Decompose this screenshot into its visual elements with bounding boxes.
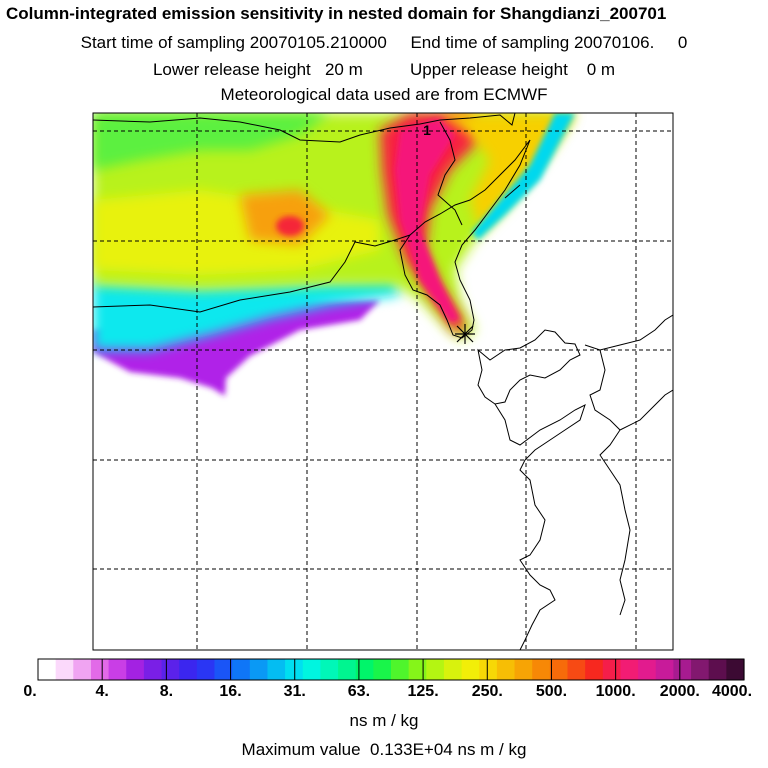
colorbar-cell	[249, 659, 269, 680]
upper-release-label: Upper release height	[409, 60, 568, 79]
colorbar-tick-label: 31.	[283, 683, 306, 700]
max-value-units: ns m / kg	[457, 740, 527, 759]
colorbar-tick-label: 4.	[95, 683, 109, 700]
release-site-marker	[455, 324, 475, 344]
field-green-top	[93, 113, 330, 170]
coast-segment	[504, 184, 521, 199]
coast-south	[494, 403, 586, 650]
field-magenta-core	[395, 118, 460, 322]
border-inner	[437, 121, 463, 226]
sampling-times-line: Start time of sampling 20070105.210000 E…	[0, 33, 768, 53]
colorbar-cell	[585, 659, 604, 680]
colorbar-cells	[38, 659, 745, 680]
sampling-start-value: 20070105.210000	[249, 33, 387, 52]
colorbar-cell	[55, 659, 74, 680]
peninsula-coast	[477, 329, 581, 405]
colorbar-cell	[514, 659, 533, 680]
colorbar-cell	[38, 659, 57, 680]
border-mid	[93, 139, 531, 313]
coastlines	[93, 113, 673, 650]
colorbar-cell	[232, 659, 251, 680]
sampling-end-label: End time of sampling	[410, 33, 570, 52]
colorbar-cell	[161, 659, 180, 680]
colorbar-cell	[73, 659, 92, 680]
colorbar-cell	[179, 659, 198, 680]
max-value-label: Maximum value	[241, 740, 361, 759]
colorbar-cell	[673, 659, 692, 680]
colorbar-tick-label: 500.	[535, 683, 568, 700]
lower-release-label: Lower release height	[152, 60, 311, 79]
colorbar-cell	[108, 659, 127, 680]
colorbar-cell	[479, 659, 498, 680]
lower-release-value: 20 m	[324, 60, 363, 79]
colorbar-cell	[214, 659, 233, 680]
colorbar-cell	[391, 659, 410, 680]
colorbar-cell	[267, 659, 286, 680]
colorbar-cell	[532, 659, 551, 680]
colorbar-units: ns m / kg	[349, 711, 419, 730]
colorbar-cell	[567, 659, 586, 680]
plot-title: Column-integrated emission sensitivity i…	[6, 4, 667, 23]
field-cyan-band	[93, 278, 400, 350]
colorbar-tick-label: 16.	[219, 683, 242, 700]
colorbar-tick-label: 4000.	[711, 683, 753, 700]
colorbar-cell	[90, 659, 110, 680]
colorbar-cell	[726, 659, 745, 680]
colorbar-tick-label: 0.	[23, 683, 37, 700]
coast-east	[619, 389, 673, 431]
colorbar-frame	[37, 658, 745, 681]
colorbar-cell	[655, 659, 674, 680]
colorbar-cell	[638, 659, 657, 680]
colorbar-cell	[549, 659, 569, 680]
field-cyan-edge	[472, 113, 575, 240]
colorbar-cell	[496, 659, 516, 680]
colorbar-cell	[126, 659, 145, 680]
colorbar-tick-label: 1000.	[595, 683, 636, 700]
colorbar-tick-label: 2000.	[659, 683, 700, 700]
colorbar-cell	[373, 659, 392, 680]
colorbar-tick-label: 250.	[471, 683, 503, 700]
colorbar-cell	[602, 659, 622, 680]
marker-label: 1	[423, 122, 431, 138]
colorbar-cell	[285, 659, 304, 680]
colorbar-tick-label: 63.	[347, 683, 371, 700]
bohai-coast	[399, 139, 531, 339]
coast-korea	[589, 349, 631, 616]
colorbar-cell	[196, 659, 216, 680]
field-red-patch	[276, 216, 304, 236]
colorbar-tick-label: 8.	[159, 683, 174, 700]
colorbar-cell	[426, 659, 445, 680]
release-height-line: Lower release height 20 m Upper release …	[0, 60, 768, 80]
sampling-end-value: 20070106. 0	[573, 33, 688, 52]
colorbar-cell	[708, 659, 727, 680]
colorbar-cell	[355, 659, 374, 680]
colorbar-cell	[620, 659, 639, 680]
colorbar-cell	[691, 659, 710, 680]
border-north	[93, 113, 516, 143]
upper-release-value: 0 m	[586, 60, 616, 79]
lat-lon-grid	[93, 113, 673, 650]
colorbar-tick-label: 125.	[407, 683, 439, 700]
colorbar-cell	[408, 659, 427, 680]
colorbar-cell	[461, 659, 480, 680]
colorbar-cell	[302, 659, 321, 680]
colorbar-cell	[443, 659, 463, 680]
colorbar-cell	[320, 659, 339, 680]
met-data-line: Meteorological data used are from ECMWF	[220, 85, 548, 104]
sensitivity-field	[93, 113, 673, 650]
maximum-value-line: Maximum value 0.133E+04 ns m / kg	[0, 740, 768, 760]
map-frame	[92, 112, 674, 651]
max-value: 0.133E+04	[370, 740, 453, 759]
colorbar-cell	[338, 659, 357, 680]
sampling-start-label: Start time of sampling	[80, 33, 246, 52]
colorbar-cell	[143, 659, 163, 680]
